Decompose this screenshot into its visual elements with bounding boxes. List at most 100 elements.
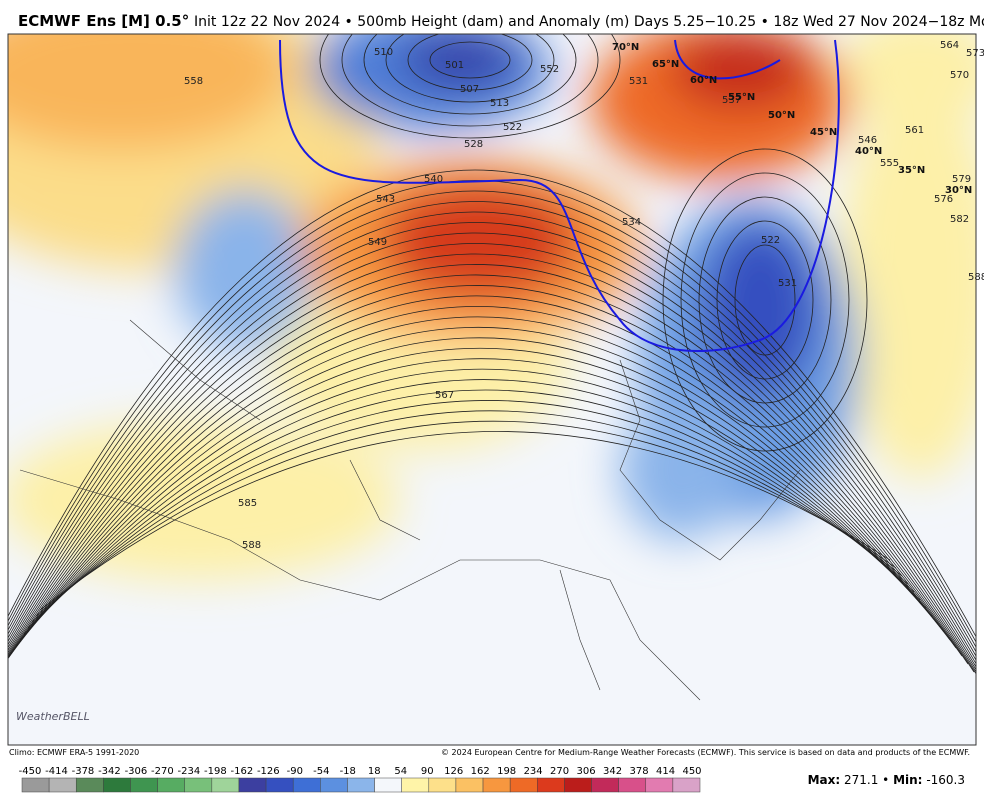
colorbar-label: 450 (682, 766, 701, 777)
colorbar-swatch (184, 777, 213, 793)
colorbar-label: -90 (287, 766, 303, 777)
colorbar-label: -414 (45, 766, 68, 777)
contour-line (8, 201, 976, 653)
colorbar-swatch (482, 777, 511, 793)
colorbar-swatch (48, 777, 77, 793)
colorbar-label: -18 (340, 766, 356, 777)
contour-line (8, 306, 963, 659)
contour-line (8, 211, 976, 658)
climo: Climo: ECMWF ERA-5 1991-2020 (9, 748, 139, 757)
contour-line (341, 34, 599, 127)
colorbar-label: -162 (230, 766, 253, 777)
contour-label: 561 (905, 125, 924, 136)
contour-line (8, 285, 975, 673)
colorbar-swatch (645, 777, 674, 793)
contour-line (716, 220, 814, 380)
contour-line (39, 431, 891, 611)
contour-line (19, 379, 921, 641)
contour-line (662, 148, 868, 452)
contour-line (8, 347, 939, 659)
title-rest: Init 12z 22 Nov 2024 • 500mb Height (dam… (194, 14, 984, 30)
colorbar-label: 342 (603, 766, 622, 777)
contour-label: 567 (435, 390, 454, 401)
contour-line (27, 400, 909, 629)
contour-labels: 510 501 507 513 522 528 531 540 543 549 534 537 546 5… (184, 40, 984, 551)
contour-line (363, 34, 577, 115)
colorbar-label: 234 (524, 766, 543, 777)
contour-label: 522 (761, 235, 780, 246)
colorbar-label: -342 (98, 766, 121, 777)
lat-label: 55°N (728, 92, 755, 103)
separator: • (882, 773, 889, 787)
contour-label: 531 (778, 278, 797, 289)
contour-line (734, 244, 796, 356)
lat-label: 35°N (898, 165, 925, 176)
colorbar-label: 54 (394, 766, 407, 777)
contour-line (8, 232, 976, 665)
colorbar-swatch (618, 777, 647, 793)
contour-label: 588 (968, 272, 984, 283)
lat-label: 50°N (768, 110, 795, 121)
lat-label: 30°N (945, 185, 972, 196)
contour-label: 540 (424, 174, 443, 185)
colorbar-label: 198 (497, 766, 516, 777)
colorbar-swatch (509, 777, 538, 793)
contour-line (407, 34, 533, 91)
colorbar-label: 18 (368, 766, 381, 777)
contour-label: 564 (940, 40, 959, 51)
contour-line (23, 389, 915, 635)
contour-line (429, 41, 511, 79)
colorbar-label: 270 (550, 766, 569, 777)
contour-line (8, 243, 976, 668)
colorbar-label: -126 (257, 766, 280, 777)
contour-line (35, 420, 897, 617)
colorbar-label: 126 (444, 766, 463, 777)
contour-line (8, 274, 976, 675)
contour-label: 552 (540, 64, 559, 75)
contour-line (319, 34, 621, 139)
colorbar-swatch (265, 777, 294, 793)
map (8, 34, 976, 745)
contour-label: 522 (503, 122, 522, 133)
title-bold: ECMWF Ens [M] 0.5° (18, 12, 189, 30)
contour-label: 573 (966, 48, 984, 59)
colorbar-swatch (564, 777, 592, 793)
colorbar-swatch (374, 777, 402, 793)
colorbar-swatch (591, 777, 619, 793)
colorbar-swatch (21, 777, 50, 793)
logo: WeatherBELL (16, 710, 90, 723)
colorbar-swatch (130, 777, 158, 793)
colorbar-swatch (672, 777, 701, 793)
contour-label: 588 (242, 540, 261, 551)
contour-line (8, 190, 976, 648)
max-label: Max: (808, 773, 841, 787)
title: ECMWF Ens [M] 0.5° Init 12z 22 Nov 2024 … (18, 12, 984, 30)
contour-line (8, 222, 976, 662)
contour-line (11, 358, 933, 653)
colorbar-label: 414 (656, 766, 675, 777)
contour-label: 501 (445, 60, 464, 71)
contour-label: 537 (722, 95, 741, 106)
colorbar-label: -270 (151, 766, 174, 777)
colorbar-swatch (157, 777, 185, 793)
contour-label: 531 (629, 76, 648, 87)
contour-line (698, 196, 832, 404)
max-value: 271.1 (844, 773, 878, 787)
colorbar-label: -234 (178, 766, 201, 777)
colorbar-label: -198 (204, 766, 227, 777)
colorbar-label: 306 (577, 766, 596, 777)
contour-line (680, 172, 850, 428)
colorbar-swatch (320, 777, 348, 793)
contour-line (8, 253, 976, 671)
colorbar-label: 90 (421, 766, 434, 777)
colorbar-swatch (211, 777, 240, 793)
lat-label: 60°N (690, 75, 717, 86)
colorbar-swatch (75, 777, 104, 793)
colorbar-label: -54 (313, 766, 329, 777)
contour-line (31, 410, 903, 623)
colorbar-swatch (401, 777, 430, 793)
contour-label: 513 (490, 98, 509, 109)
lat-label: 65°N (652, 59, 679, 70)
contour-label: 546 (858, 135, 877, 146)
colorbar-label: 378 (629, 766, 648, 777)
